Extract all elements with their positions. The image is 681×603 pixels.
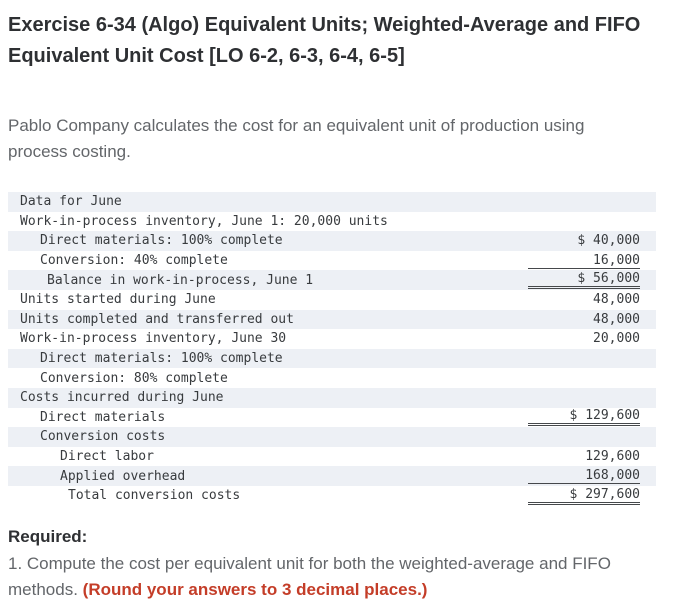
required-heading: Required: <box>8 526 88 546</box>
table-row: Balance in work-in-process, June 1 $ 56,… <box>8 270 656 290</box>
row-label: Direct materials <box>40 409 166 425</box>
row-label: Conversion: 80% complete <box>40 370 228 386</box>
row-label: Total conversion costs <box>68 488 241 504</box>
data-table: Data for June Work-in-process inventory,… <box>8 192 656 506</box>
row-label: Units completed and transferred out <box>20 311 294 327</box>
table-title: Data for June <box>20 194 122 210</box>
row-amount: $ 56,000 <box>528 271 640 290</box>
required-item: 1. Compute the cost per equivalent unit … <box>8 551 663 603</box>
row-amount: 16,000 <box>528 253 640 269</box>
row-amount: 168,000 <box>528 468 640 485</box>
table-row: Conversion: 40% complete 16,000 <box>8 251 656 271</box>
row-amount: 20,000 <box>593 331 640 347</box>
table-title-row: Data for June <box>8 192 656 212</box>
table-row: Work-in-process inventory, June 30 20,00… <box>8 329 656 349</box>
table-row: Direct materials $ 129,600 <box>8 408 656 428</box>
row-label: Applied overhead <box>60 468 186 484</box>
row-label: Conversion costs <box>40 429 166 445</box>
intro-paragraph: Pablo Company calculates the cost for an… <box>8 116 585 161</box>
row-amount: $ 129,600 <box>528 408 640 427</box>
row-label: Units started during June <box>20 292 216 308</box>
table-row: Direct labor 129,600 <box>8 447 656 467</box>
row-label: Conversion: 40% complete <box>40 253 228 269</box>
table-row: Total conversion costs $ 297,600 <box>8 486 656 506</box>
table-row: Direct materials: 100% complete $ 40,000 <box>8 231 656 251</box>
row-label: Direct materials: 100% complete <box>40 351 283 367</box>
table-row: Applied overhead 168,000 <box>8 466 656 486</box>
row-amount: $ 297,600 <box>528 487 640 505</box>
table-row: Units started during June 48,000 <box>8 290 656 310</box>
table-row: Conversion: 80% complete <box>8 368 656 388</box>
rounding-instruction: (Round your answers to 3 decimal places.… <box>82 579 428 599</box>
row-amount: $ 40,000 <box>577 233 640 249</box>
row-amount: 48,000 <box>593 292 640 308</box>
exercise-title: Exercise 6-34 (Algo) Equivalent Units; W… <box>8 14 641 67</box>
row-label: Work-in-process inventory, June 1: 20,00… <box>20 213 388 229</box>
table-row: Units completed and transferred out 48,0… <box>8 309 656 330</box>
row-label: Balance in work-in-process, June 1 <box>47 272 314 288</box>
row-label: Work-in-process inventory, June 30 <box>20 331 287 347</box>
row-amount: 129,600 <box>585 449 640 465</box>
row-label: Direct labor <box>60 449 154 465</box>
row-label: Direct materials: 100% complete <box>40 233 283 249</box>
table-row: Direct materials: 100% complete <box>8 348 656 369</box>
row-label: Costs incurred during June <box>20 390 224 406</box>
table-row: Conversion costs <box>8 427 656 447</box>
table-row: Work-in-process inventory, June 1: 20,00… <box>8 212 656 232</box>
row-amount: 48,000 <box>593 311 640 327</box>
table-row: Costs incurred during June <box>8 387 656 408</box>
